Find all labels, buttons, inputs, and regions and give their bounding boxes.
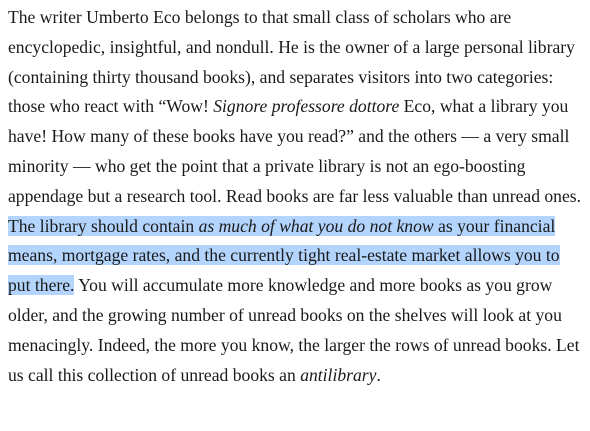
text-span: The writer Umberto Eco belongs to that s… (8, 7, 575, 117)
italic-phrase: Signore professore dottore (213, 96, 400, 117)
italic-term-antilibrary: antilibrary (300, 364, 377, 385)
selected-italic-phrase: as much of what you do not know (198, 215, 434, 236)
document-page: The writer Umberto Eco belongs to that s… (8, 3, 586, 390)
body-paragraph: The writer Umberto Eco belongs to that s… (8, 3, 586, 390)
selected-text-part: as your financial means, mortgage rates,… (8, 215, 560, 296)
text-span: . (376, 364, 381, 385)
selected-text-part: The library should contain (8, 215, 199, 236)
text-span: You will accumulate more knowledge and m… (8, 275, 580, 385)
text-span: Eco, what a library you have! How many o… (8, 96, 582, 206)
